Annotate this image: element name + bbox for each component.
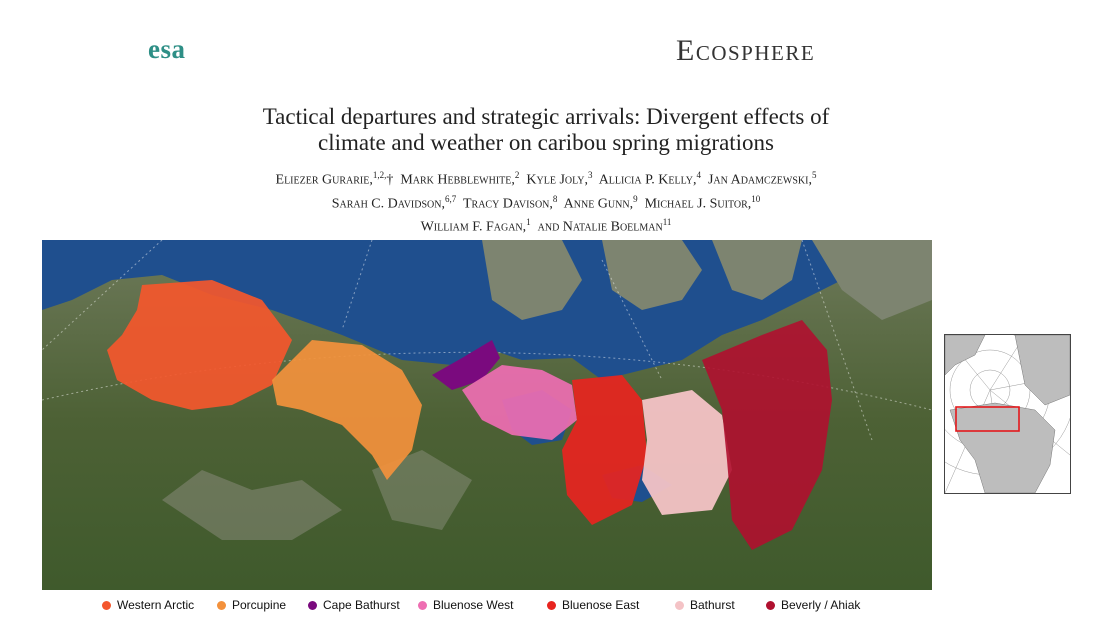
journal-name: Ecosphere <box>676 34 816 67</box>
arctic-islands <box>712 240 802 300</box>
author-name: Michael J. Suitor, <box>644 196 752 212</box>
author-line-3: William F. Fagan,1 and Natalie Boelman11 <box>140 213 952 237</box>
legend-swatch <box>102 600 111 610</box>
legend-item: Beverly / Ahiak <box>766 598 860 612</box>
legend-item: Cape Bathurst <box>308 598 400 612</box>
legend-item: Bluenose East <box>547 598 639 612</box>
author-line-2: Sarah C. Davidson,6,7 Tracy Davison,8 An… <box>140 190 952 214</box>
author-affiliation: 8 <box>552 193 558 204</box>
caribou-range-map <box>42 240 932 590</box>
author-name: William F. Fagan, <box>420 219 527 235</box>
author-affiliation: 2 <box>514 170 520 180</box>
author-list: Eliezer Gurarie,1,2,† Mark Hebblewhite,2… <box>140 166 952 237</box>
inset-land <box>1014 335 1070 406</box>
author-affiliation: 5 <box>811 170 817 180</box>
title-line-1: Tactical departures and strategic arriva… <box>262 104 830 129</box>
corresponding-mark: † <box>386 172 394 188</box>
author-affiliation: 3 <box>587 170 593 180</box>
legend-item: Bathurst <box>675 598 735 612</box>
author-affiliation: 4 <box>696 170 701 180</box>
legend-label: Cape Bathurst <box>323 598 400 612</box>
author-name: Eliezer Gurarie, <box>275 172 373 188</box>
herd-range-beverly-ahiak <box>702 320 832 550</box>
map-graphic <box>42 240 932 590</box>
inset-extent-box <box>955 406 1020 432</box>
legend-label: Beverly / Ahiak <box>781 598 861 612</box>
herd-range-bluenose-east <box>562 375 647 525</box>
legend-swatch <box>675 600 684 610</box>
author-name: Anne Gunn, <box>563 196 634 212</box>
author-affiliation: 10 <box>751 193 761 204</box>
legend-swatch <box>547 600 556 610</box>
figure-legend: Western Arctic Porcupine Cape Bathurst B… <box>100 598 1000 614</box>
legend-item: Bluenose West <box>418 598 514 612</box>
author-name: Allicia P. Kelly, <box>598 172 697 188</box>
legend-swatch <box>766 600 775 610</box>
author-line-1: Eliezer Gurarie,1,2,† Mark Hebblewhite,2… <box>140 166 952 190</box>
mountains <box>372 450 472 530</box>
herd-range-bathurst <box>642 390 732 515</box>
herd-range-western-arctic <box>107 280 292 410</box>
inset-graphic <box>945 335 1070 493</box>
author-name: Tracy Davison, <box>462 196 553 212</box>
legend-swatch <box>418 600 427 610</box>
legend-label: Western Arctic <box>117 598 195 612</box>
herd-range-porcupine <box>272 340 422 480</box>
author-affiliation: 1,2, <box>372 170 387 180</box>
mountains <box>162 470 342 540</box>
author-affiliation: 9 <box>633 193 638 204</box>
legend-label: Bathurst <box>690 598 735 612</box>
herd-range-bluenose-west <box>462 365 577 440</box>
arctic-islands <box>482 240 582 320</box>
title-line-2: climate and weather on caribou spring mi… <box>317 130 775 155</box>
author-name: Jan Adamczewski, <box>707 172 812 188</box>
author-name: Sarah C. Davidson, <box>331 196 445 212</box>
legend-item: Porcupine <box>217 598 286 612</box>
article-title: Tactical departures and strategic arriva… <box>120 104 972 156</box>
legend-swatch <box>217 600 226 610</box>
arctic-islands <box>812 240 932 320</box>
legend-label: Porcupine <box>232 598 287 612</box>
author-affiliation: 1 <box>526 217 531 228</box>
author-name: Kyle Joly, <box>526 172 588 188</box>
legend-item: Western Arctic <box>102 598 194 612</box>
publisher-logo: esa <box>148 34 186 64</box>
author-name: and Natalie Boelman <box>537 219 663 235</box>
inset-land <box>945 335 986 376</box>
author-affiliation: 11 <box>662 217 672 228</box>
author-name: Mark Hebblewhite, <box>400 172 515 188</box>
legend-label: Bluenose East <box>562 598 640 612</box>
author-affiliation: 6,7 <box>444 193 457 204</box>
legend-label: Bluenose West <box>433 598 514 612</box>
inset-locator-map <box>944 334 1071 494</box>
legend-swatch <box>308 600 317 610</box>
arctic-islands <box>602 240 702 310</box>
